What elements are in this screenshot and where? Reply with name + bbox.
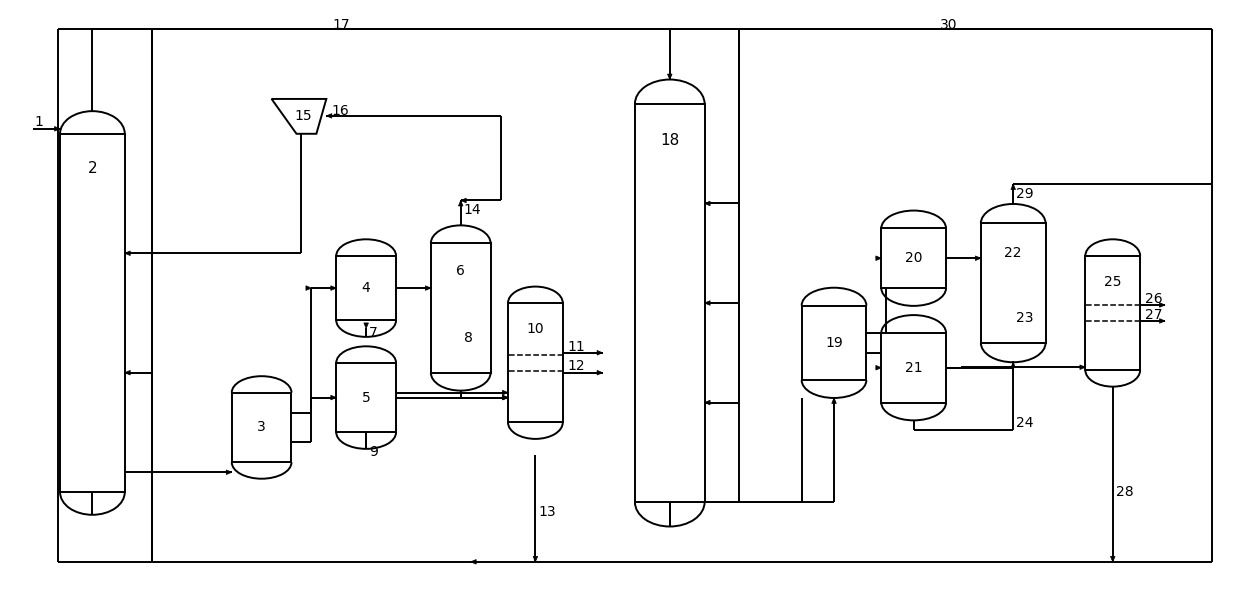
Polygon shape: [1159, 319, 1166, 323]
Polygon shape: [832, 398, 836, 403]
Bar: [508, 303, 563, 422]
Bar: [882, 229, 946, 288]
Text: 3: 3: [257, 421, 267, 435]
Text: 24: 24: [1017, 416, 1034, 430]
Text: 11: 11: [568, 340, 585, 354]
Polygon shape: [875, 365, 882, 370]
Text: 12: 12: [568, 359, 585, 373]
Bar: [981, 223, 1045, 343]
Polygon shape: [502, 395, 508, 400]
Polygon shape: [226, 470, 232, 474]
Polygon shape: [306, 286, 311, 291]
Polygon shape: [1111, 557, 1115, 562]
Text: 16: 16: [331, 104, 350, 118]
Polygon shape: [459, 200, 463, 206]
Polygon shape: [704, 201, 711, 206]
Text: 22: 22: [1004, 246, 1022, 260]
Polygon shape: [471, 560, 476, 564]
Polygon shape: [461, 198, 466, 203]
Polygon shape: [1159, 303, 1166, 307]
Polygon shape: [1080, 365, 1085, 370]
Text: 30: 30: [940, 18, 957, 32]
Text: 20: 20: [905, 251, 923, 265]
Polygon shape: [272, 99, 326, 134]
Polygon shape: [326, 113, 332, 118]
Polygon shape: [598, 370, 603, 375]
Polygon shape: [331, 395, 336, 400]
Polygon shape: [704, 400, 711, 405]
Polygon shape: [125, 251, 130, 256]
Bar: [232, 392, 291, 462]
Polygon shape: [533, 557, 538, 562]
Bar: [802, 305, 867, 380]
Text: 21: 21: [905, 360, 923, 375]
Text: 13: 13: [538, 505, 556, 519]
Polygon shape: [598, 351, 603, 355]
Text: 6: 6: [456, 264, 465, 278]
Bar: [635, 104, 704, 502]
Bar: [430, 243, 491, 373]
Text: 23: 23: [1017, 311, 1034, 325]
Text: 28: 28: [1116, 485, 1133, 499]
Polygon shape: [55, 126, 60, 131]
Polygon shape: [1011, 362, 1016, 368]
Text: 8: 8: [464, 331, 472, 345]
Polygon shape: [667, 74, 672, 80]
Bar: [60, 134, 125, 492]
Polygon shape: [502, 390, 508, 395]
Text: 29: 29: [1017, 187, 1034, 201]
Text: 2: 2: [88, 161, 97, 176]
Bar: [882, 333, 946, 403]
Text: 26: 26: [1145, 292, 1163, 306]
Polygon shape: [363, 323, 368, 329]
Text: 17: 17: [332, 18, 350, 32]
Polygon shape: [976, 256, 981, 261]
Bar: [336, 256, 396, 321]
Text: 19: 19: [825, 336, 843, 350]
Polygon shape: [875, 256, 882, 261]
Text: 14: 14: [464, 204, 481, 218]
Text: 10: 10: [527, 322, 544, 337]
Text: 27: 27: [1145, 308, 1163, 322]
Polygon shape: [125, 370, 130, 375]
Polygon shape: [502, 395, 508, 400]
Polygon shape: [1011, 184, 1016, 189]
Polygon shape: [331, 286, 336, 291]
Polygon shape: [425, 286, 430, 291]
Text: 4: 4: [362, 281, 371, 295]
Text: 7: 7: [370, 326, 378, 340]
Text: 25: 25: [1104, 275, 1121, 289]
Text: 18: 18: [660, 133, 680, 148]
Text: 15: 15: [295, 109, 312, 123]
Polygon shape: [704, 301, 711, 305]
Text: 1: 1: [35, 115, 43, 129]
Text: 5: 5: [362, 390, 371, 405]
Bar: [1085, 256, 1140, 370]
Bar: [336, 363, 396, 432]
Text: 9: 9: [370, 445, 378, 459]
